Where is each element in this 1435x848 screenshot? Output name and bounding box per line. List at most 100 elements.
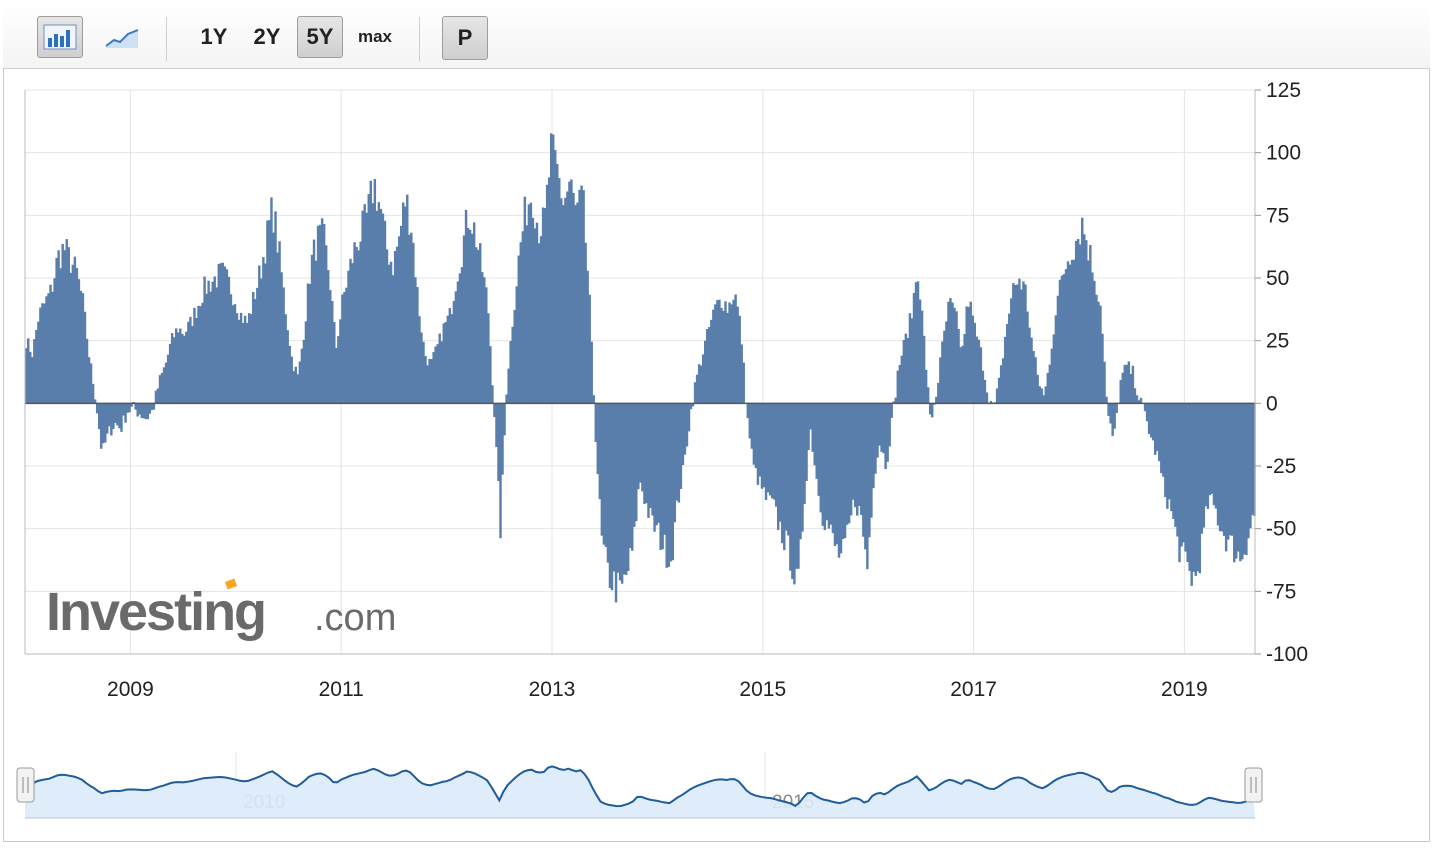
bar	[835, 403, 839, 545]
bar	[329, 290, 332, 404]
bar	[521, 231, 525, 404]
bar	[168, 343, 172, 404]
bar	[714, 304, 717, 404]
bar	[1032, 350, 1035, 404]
bar	[793, 403, 796, 585]
bar	[770, 403, 774, 499]
bar	[924, 369, 928, 404]
bar	[361, 210, 364, 404]
bar	[1228, 403, 1232, 536]
bar	[878, 403, 881, 446]
bar-chart-icon	[43, 24, 77, 50]
bar	[100, 403, 103, 449]
bar	[833, 403, 837, 547]
bar	[941, 341, 944, 404]
bar	[1147, 403, 1151, 434]
bar	[910, 318, 914, 404]
bar	[1119, 380, 1122, 404]
bar	[985, 392, 989, 404]
bar	[726, 312, 729, 404]
bar	[1233, 403, 1236, 563]
bar	[819, 403, 822, 513]
bar	[926, 387, 930, 404]
range-1y-button[interactable]: 1Y	[191, 16, 237, 58]
bar	[537, 243, 541, 404]
bar	[876, 403, 879, 458]
bar	[1218, 403, 1222, 532]
bar	[740, 344, 743, 404]
bar	[1064, 269, 1068, 404]
bar	[126, 403, 129, 413]
bar	[1190, 403, 1193, 586]
bar	[41, 303, 44, 404]
bar	[535, 222, 539, 404]
line-chart-button[interactable]	[99, 16, 145, 58]
bar	[1151, 403, 1155, 441]
bar	[270, 197, 273, 404]
bar	[554, 150, 557, 404]
bar	[665, 403, 668, 568]
bar	[363, 204, 366, 404]
x-tick-label: 2011	[319, 678, 364, 701]
range-5y-button[interactable]: 5Y	[297, 16, 343, 58]
bar	[288, 345, 291, 404]
bar	[882, 403, 885, 454]
bar	[596, 403, 600, 475]
bar	[653, 403, 656, 532]
bar	[953, 307, 956, 404]
bar	[381, 213, 385, 404]
navigator-handle-left[interactable]	[16, 767, 35, 803]
range-max-button[interactable]: max	[352, 16, 398, 58]
bar	[1174, 403, 1177, 527]
bar	[1095, 294, 1098, 404]
bar	[501, 403, 504, 475]
bar	[1026, 311, 1029, 404]
bar	[174, 328, 178, 404]
bar	[160, 372, 164, 404]
bar	[667, 403, 670, 568]
bar	[1127, 361, 1131, 404]
bar	[177, 332, 180, 404]
bar	[395, 246, 399, 404]
bar	[681, 403, 685, 466]
bar	[1158, 403, 1161, 462]
bar	[951, 302, 954, 404]
bar	[791, 403, 794, 580]
bar	[268, 220, 271, 404]
bar	[148, 403, 152, 414]
bar	[339, 319, 342, 404]
bar	[410, 232, 413, 404]
bar	[260, 278, 263, 404]
bar	[187, 321, 190, 404]
bar	[1172, 403, 1175, 519]
bar	[562, 205, 565, 404]
bar	[1216, 403, 1220, 526]
bar	[505, 394, 508, 404]
range-2y-button[interactable]: 2Y	[244, 16, 290, 58]
bar	[158, 375, 162, 404]
bar	[31, 357, 34, 404]
bar	[858, 403, 861, 507]
navigator[interactable]: 2010 2015	[16, 752, 1263, 819]
bar	[612, 403, 616, 572]
bar-chart-button[interactable]	[37, 16, 83, 58]
p-button[interactable]: P	[442, 16, 488, 60]
bar	[154, 390, 158, 404]
bar	[69, 272, 73, 404]
bar	[408, 234, 411, 404]
navigator-handle-right[interactable]	[1244, 767, 1263, 803]
bar	[817, 403, 820, 496]
bar	[748, 403, 752, 439]
bar	[446, 315, 450, 404]
bar	[523, 196, 527, 404]
bar	[1001, 358, 1005, 404]
bar	[166, 354, 170, 404]
bar	[1243, 403, 1246, 555]
bar	[543, 208, 547, 404]
bar	[610, 403, 614, 591]
bar	[430, 359, 433, 404]
bar	[241, 322, 245, 404]
bar	[252, 291, 255, 404]
bar	[904, 333, 908, 404]
bar	[783, 403, 786, 551]
